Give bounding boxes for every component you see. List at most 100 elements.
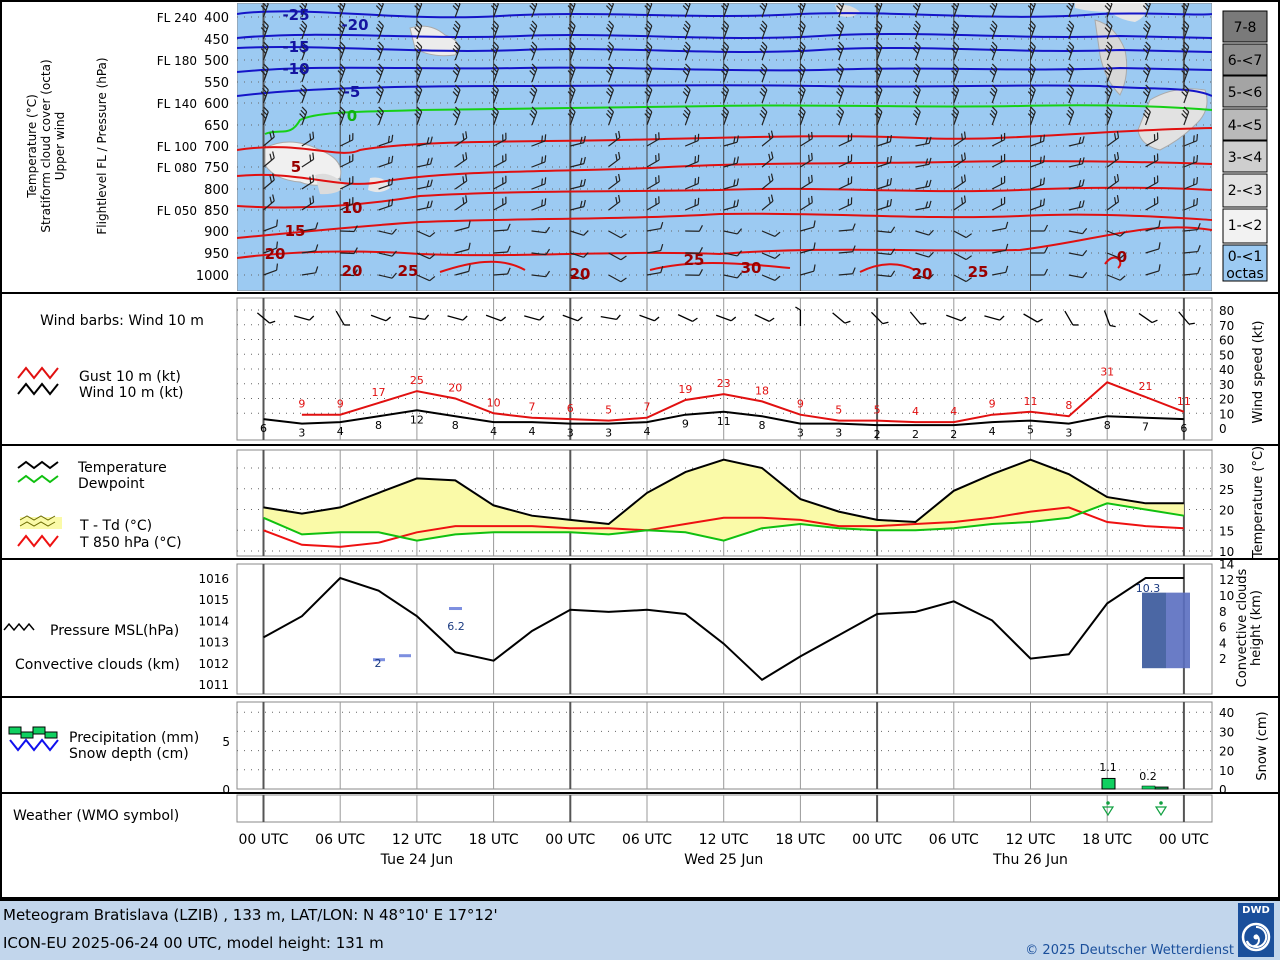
wind-barb-icon bbox=[1106, 274, 1126, 281]
isotherm-label: -5 bbox=[344, 83, 361, 101]
spread-legend-pattern bbox=[19, 515, 56, 527]
wind-barb-icon bbox=[529, 106, 538, 126]
wind-barb-icon bbox=[531, 226, 551, 234]
wind-barb-icon bbox=[953, 230, 972, 239]
wind-barb-icon bbox=[600, 314, 621, 321]
isotherm-label: 15 bbox=[285, 222, 306, 240]
wind-barb-icon bbox=[1068, 249, 1088, 257]
cloud-legend-box bbox=[1222, 208, 1268, 244]
wind-barb-icon bbox=[685, 197, 700, 211]
wind-barb-icon bbox=[992, 265, 1009, 276]
wind-barb-icon bbox=[682, 3, 691, 18]
wind-barb-icon bbox=[682, 41, 691, 61]
wind-value-label: 8 bbox=[452, 419, 459, 432]
wind-barb-icon bbox=[877, 270, 896, 278]
wind-value-label: 11 bbox=[717, 415, 731, 428]
wind-barb-icon bbox=[1104, 3, 1113, 18]
wind-barb-icon bbox=[299, 41, 308, 61]
convective-cloud-bar bbox=[399, 654, 411, 658]
wind-barb-icon bbox=[915, 136, 932, 147]
wind-barb-icon bbox=[646, 265, 664, 276]
wind-barb-icon bbox=[1068, 136, 1085, 147]
wind-barb-icon bbox=[414, 41, 423, 61]
cloud-legend-box bbox=[1222, 10, 1268, 43]
gust-value-label: 31 bbox=[1100, 365, 1114, 378]
wind-barb-icon bbox=[567, 63, 576, 83]
wind-barb-icon bbox=[795, 306, 802, 326]
wind-barb-icon bbox=[876, 134, 893, 147]
wind-barb-icon bbox=[989, 63, 998, 83]
wind-barb-icon bbox=[1181, 106, 1190, 126]
wind-barb-icon bbox=[570, 156, 586, 168]
wind-barb-icon bbox=[1104, 106, 1113, 126]
wind-value-label: 8 bbox=[759, 419, 766, 432]
wind-legend-icon bbox=[17, 382, 59, 396]
cloud-legend-label: 5-<6 bbox=[1228, 85, 1263, 101]
wind-barb-icon bbox=[991, 132, 1006, 147]
wind-barb-icon bbox=[915, 251, 934, 258]
convective-cloud-bar bbox=[449, 607, 462, 611]
cloud-legend-label: 3-<4 bbox=[1228, 150, 1263, 166]
wind-barb-icon bbox=[375, 3, 384, 18]
wind-barb-icon bbox=[646, 175, 660, 190]
wind-barb-icon bbox=[761, 173, 774, 190]
wind-barb-icon bbox=[1027, 84, 1036, 104]
wind-value-label: 4 bbox=[644, 425, 651, 438]
flight-level-label: FL 100 bbox=[157, 140, 197, 154]
upper-axis-label: Flightlevel FL / Pressure (hPa) bbox=[95, 57, 109, 234]
wind-barb-icon bbox=[490, 20, 499, 40]
wind-barb-icon bbox=[1181, 3, 1190, 18]
wind-barb-icon bbox=[685, 154, 700, 168]
gust-value-label: 25 bbox=[410, 374, 424, 387]
upper-ylabel-temperature: Temperature (°C) bbox=[25, 94, 39, 199]
wind-barb-icon bbox=[984, 315, 1005, 321]
wind-barb-icon bbox=[836, 84, 845, 104]
wind-barb-icon bbox=[414, 20, 423, 40]
wind-barb-icon bbox=[529, 20, 538, 40]
wind-barb-icon bbox=[721, 63, 730, 83]
wind-barb-icon bbox=[989, 20, 998, 40]
gust-value-label: 10 bbox=[487, 396, 501, 409]
wind-panel-title: Wind barbs: Wind 10 m bbox=[40, 313, 204, 329]
pressure-level-label: 950 bbox=[204, 247, 229, 262]
dwd-logo-swirl-icon bbox=[1241, 922, 1271, 952]
cloud-legend-label: 6-<7 bbox=[1228, 53, 1263, 69]
wind-barb-icon bbox=[836, 3, 845, 18]
wind-barb-icon bbox=[263, 173, 275, 190]
wind-barb-icon bbox=[531, 155, 547, 168]
wind-barb-icon bbox=[877, 226, 896, 234]
time-tick-label: 00 UTC bbox=[852, 832, 902, 848]
footer-station-line: Meteogram Bratislava (LZIB) , 133 m, LAT… bbox=[3, 906, 498, 924]
wind-barb-icon bbox=[608, 151, 621, 168]
dwd-logo: DWD bbox=[1238, 903, 1274, 957]
wind-barb-icon bbox=[301, 174, 315, 190]
wind-value-label: 4 bbox=[528, 425, 535, 438]
wind-barb-icon bbox=[723, 199, 739, 211]
flight-level-label: FL 080 bbox=[157, 161, 197, 175]
wind-barb-icon bbox=[1142, 20, 1151, 40]
wind-barb-icon bbox=[1068, 200, 1085, 211]
wind-barb-icon bbox=[490, 106, 499, 126]
wind-barb-icon bbox=[761, 130, 774, 147]
wind-barb-icon bbox=[644, 41, 653, 61]
wind-barb-icon bbox=[721, 106, 730, 126]
pressure-level-label: 400 bbox=[204, 11, 229, 26]
wind-barb-icon bbox=[761, 274, 781, 282]
time-tick-label: 06 UTC bbox=[622, 832, 672, 848]
wind-barb-icon bbox=[414, 106, 423, 126]
wind-barb-icon bbox=[685, 225, 703, 232]
spread-area bbox=[263, 459, 1184, 541]
shower-triangle-icon bbox=[1101, 806, 1115, 817]
wind-barb-icon bbox=[1030, 134, 1046, 147]
wind-barb-icon bbox=[340, 225, 358, 233]
isotherm-5 bbox=[237, 127, 1212, 154]
isotherm-label: 30 bbox=[741, 259, 762, 277]
wind-barb-icon bbox=[416, 274, 436, 282]
isotherm-label: 0 bbox=[347, 107, 357, 125]
wind-barb-icon bbox=[567, 20, 576, 40]
wind-barb-icon bbox=[260, 84, 269, 104]
isotherm-label: 10 bbox=[342, 199, 363, 217]
wind-barb-icon bbox=[1066, 3, 1075, 18]
wind-barb-icon bbox=[375, 41, 384, 61]
wind-barb-icon bbox=[721, 3, 730, 18]
